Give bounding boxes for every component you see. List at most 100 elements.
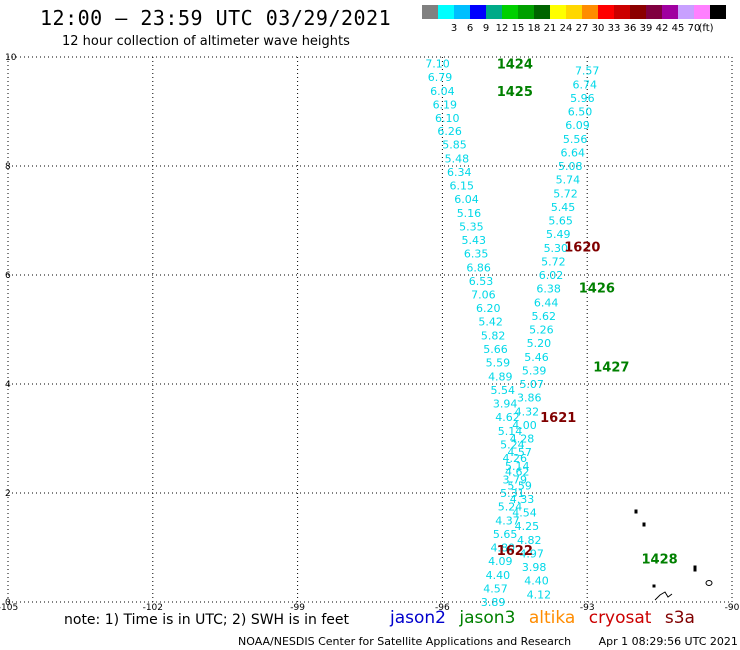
wave-height-label: 5.56	[563, 133, 588, 146]
y-tick-label: 2	[5, 489, 11, 499]
wave-height-label: 5.35	[459, 220, 484, 233]
colorbar-swatch	[630, 5, 646, 19]
wave-height-label: 5.31	[500, 487, 525, 500]
map-title: 12:00 — 23:59 UTC 03/29/2021	[40, 6, 392, 30]
wave-height-label: 6.19	[433, 98, 458, 111]
wave-height-label: 6.09	[565, 119, 590, 132]
colorbar-tick-label: 33	[608, 23, 621, 34]
wave-height-label: 5.24	[498, 501, 523, 514]
colorbar-swatch	[470, 5, 486, 19]
colorbar-tick-label: 12	[496, 23, 509, 34]
wave-height-label: 6.44	[534, 296, 559, 309]
wave-height-label: 6.79	[428, 71, 453, 84]
wave-height-label: 3.89	[481, 596, 506, 609]
wave-height-label: 5.42	[478, 315, 503, 328]
y-tick-label: 10	[5, 53, 17, 63]
wave-height-label: 4.54	[512, 507, 537, 520]
colorbar-swatch	[710, 5, 726, 19]
colorbar-unit: (ft)	[698, 23, 713, 34]
footnote: note: 1) Time is in UTC; 2) SWH is in fe…	[64, 612, 350, 628]
wave-height-label: 5.72	[553, 187, 578, 200]
satellite-legend: jason2 jason3 altika cryosat s3a	[390, 608, 703, 628]
wave-height-label: 7.57	[575, 65, 600, 78]
island-shape	[705, 580, 713, 586]
wave-height-label: 5.14	[505, 460, 530, 473]
wave-height-label: 4.57	[483, 582, 508, 595]
gridlines	[7, 56, 733, 603]
wave-height-label: 3.79	[503, 473, 528, 486]
wave-height-label: 4.33	[510, 493, 535, 506]
colorbar-tick-label: 27	[576, 23, 589, 34]
wave-height-label: 6.26	[437, 125, 462, 138]
legend-cryosat: cryosat	[588, 608, 652, 628]
wave-height-label: 5.49	[546, 228, 571, 241]
colorbar-swatch	[534, 5, 550, 19]
wave-height-label: 4.62	[505, 466, 530, 479]
wave-height-label: 4.40	[524, 575, 549, 588]
wave-height-label: 6.15	[449, 180, 474, 193]
wave-height-label: 6.04	[454, 193, 479, 206]
x-tick-label: -90	[725, 603, 740, 612]
wave-height-label: 5.48	[445, 152, 470, 165]
pass-time-label: 1427	[593, 361, 629, 376]
wave-height-label: 5.24	[500, 438, 525, 451]
wave-height-label: 5.85	[442, 139, 467, 152]
wave-height-label: 6.50	[568, 106, 593, 119]
wave-height-label: 5.65	[548, 215, 573, 228]
wave-height-label: 5.46	[524, 351, 549, 364]
colorbar-swatch	[566, 5, 582, 19]
y-tick-label: 8	[5, 162, 11, 172]
wave-height-label: 5.16	[457, 207, 482, 220]
colorbar-tick-label: 15	[512, 23, 525, 34]
wave-height-label: 5.26	[529, 324, 554, 337]
coastline-segment	[654, 591, 673, 601]
wave-height-label: 6.53	[469, 275, 494, 288]
altimeter-map: -105-102-99-96-93-9002468107.106.796.046…	[0, 53, 740, 612]
wave-height-label: 6.86	[466, 261, 491, 274]
legend-jason2: jason2	[390, 608, 446, 628]
wave-height-label: 5.59	[486, 357, 511, 370]
wave-height-label: 4.97	[519, 547, 544, 560]
colorbar-swatch	[454, 5, 470, 19]
island-shape	[642, 522, 646, 527]
colorbar-swatch	[486, 5, 502, 19]
wave-height-label: 6.20	[476, 302, 501, 315]
colorbar-swatch	[598, 5, 614, 19]
pass-time-label: 1428	[642, 552, 678, 567]
credit-line: NOAA/NESDIS Center for Satellite Applica…	[238, 635, 738, 648]
map-subtitle: 12 hour collection of altimeter wave hei…	[62, 34, 350, 49]
wave-height-label: 6.38	[536, 283, 561, 296]
x-tick-label: -105	[0, 603, 18, 612]
y-tick-label: 0	[5, 598, 11, 608]
colorbar-tick-label: 21	[544, 23, 557, 34]
colorbar-swatch	[646, 5, 662, 19]
wave-height-label: 4.00	[512, 419, 537, 432]
wave-height-label: 5.45	[551, 201, 576, 214]
wave-height-label: 6.35	[464, 248, 489, 261]
x-tick-label: -102	[143, 603, 163, 612]
wave-height-label: 4.28	[510, 433, 535, 446]
wave-height-label: 4.26	[503, 452, 528, 465]
wave-height-label: 6.10	[435, 112, 460, 125]
coastline	[634, 509, 713, 601]
wave-height-label: 4.82	[517, 534, 542, 547]
wave-height-label: 3.98	[522, 561, 547, 574]
wave-height-label: 5.62	[532, 310, 557, 323]
island-shape	[693, 565, 697, 572]
colorbar-swatch	[678, 5, 694, 19]
wave-height-label: 5.07	[519, 378, 544, 391]
wave-height-label: 4.62	[495, 411, 520, 424]
track-1: 7.106.796.046.196.106.265.855.486.346.15…	[425, 58, 629, 602]
pass-time-label: 1621	[540, 411, 576, 426]
legend-jason3: jason3	[459, 608, 516, 628]
wave-height-label: 5.30	[544, 242, 569, 255]
colorbar-swatch	[438, 5, 454, 19]
island-shape	[652, 584, 656, 588]
colorbar-tick-label: 9	[483, 23, 489, 34]
colorbar-tick-label: 42	[656, 23, 669, 34]
wave-height-label: 3.94	[493, 398, 518, 411]
wave-height-label: 4.80	[490, 542, 515, 555]
wave-height-label: 6.34	[447, 166, 472, 179]
colorbar-tick-label: 70	[688, 23, 701, 34]
colorbar-swatch	[582, 5, 598, 19]
